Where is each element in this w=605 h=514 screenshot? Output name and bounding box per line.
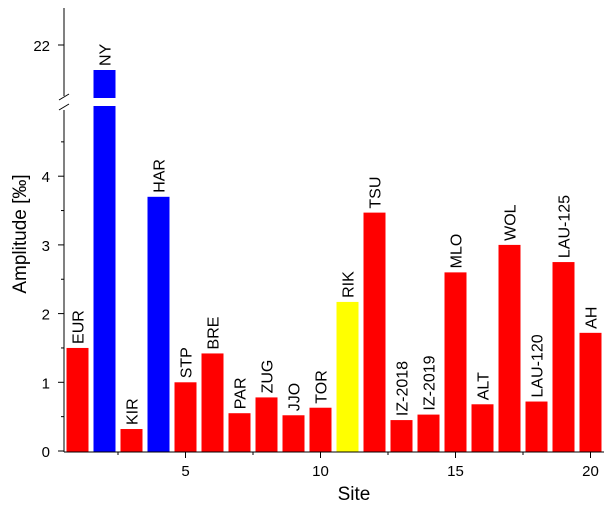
- bar-jjo: [282, 415, 305, 452]
- bar-label-eur: EUR: [71, 310, 88, 344]
- bar-label-ny: NY: [98, 43, 115, 66]
- y-tick-label: 0: [42, 444, 50, 461]
- bar-label-ah: AH: [584, 307, 601, 329]
- bar-label-har: HAR: [152, 159, 169, 193]
- y-axis-label: Amplitude [‰]: [10, 174, 31, 293]
- y-tick-label: 1: [42, 375, 50, 392]
- y-tick-label: 4: [42, 169, 50, 186]
- bar-ny-upper: [93, 70, 116, 98]
- bar-label-alt: ALT: [476, 372, 493, 400]
- bar-rik: [336, 301, 359, 452]
- bar-har: [147, 196, 170, 452]
- bar-label-wol: WOL: [503, 204, 520, 241]
- bar-lau-125: [552, 262, 575, 452]
- axis-break-mark: [58, 103, 70, 111]
- bar-label-zug: ZUG: [260, 360, 277, 394]
- bar-mlo: [444, 272, 467, 452]
- y-tick-label-upper: 22: [33, 38, 50, 55]
- bar-eur: [66, 347, 89, 452]
- x-axis-label: Site: [338, 484, 371, 505]
- bar-iz-2019: [417, 414, 440, 452]
- axes-layer: 0 1 2 3 4 22 5 10 15 20: [33, 8, 604, 480]
- bar-wol: [498, 244, 521, 452]
- bar-label-iz-2018: IZ-2018: [395, 361, 412, 416]
- bar-label-stp: STP: [179, 347, 196, 378]
- bars-layer: EUR NY KIR HAR STP BRE PAR ZUG JJO TOR RIK TSU IZ-20…: [66, 43, 602, 452]
- bar-label-mlo: MLO: [449, 234, 466, 269]
- bar-zug: [255, 397, 278, 452]
- y-tick-label: 2: [42, 307, 50, 324]
- bar-stp: [174, 382, 197, 452]
- bar-tor: [309, 407, 332, 452]
- x-tick-label: 10: [312, 463, 329, 480]
- bar-label-tsu: TSU: [368, 177, 385, 209]
- bar-label-rik: RIK: [341, 271, 358, 298]
- bar-tsu: [363, 212, 386, 452]
- bar-label-lau-125: LAU-125: [557, 195, 574, 258]
- x-tick-label: 20: [582, 463, 599, 480]
- bar-iz-2018: [390, 420, 413, 452]
- bar-ah: [579, 332, 602, 452]
- bar-kir: [120, 429, 143, 452]
- bar-label-iz-2019: IZ-2019: [422, 355, 439, 410]
- y-tick-label: 3: [42, 238, 50, 255]
- bar-label-kir: KIR: [125, 398, 142, 425]
- x-tick-label: 15: [447, 463, 464, 480]
- bar-alt: [471, 404, 494, 452]
- bar-ny: [93, 106, 116, 452]
- bar-par: [228, 413, 251, 452]
- bar-label-jjo: JJO: [287, 383, 304, 411]
- axis-break-mark: [58, 93, 70, 101]
- bar-label-par: PAR: [233, 377, 250, 409]
- x-tick-label: 5: [181, 463, 189, 480]
- bar-label-lau-120: LAU-120: [530, 334, 547, 397]
- bar-bre: [201, 353, 224, 452]
- bar-label-tor: TOR: [314, 370, 331, 403]
- bar-label-bre: BRE: [206, 317, 223, 350]
- bar-lau-120: [525, 401, 548, 452]
